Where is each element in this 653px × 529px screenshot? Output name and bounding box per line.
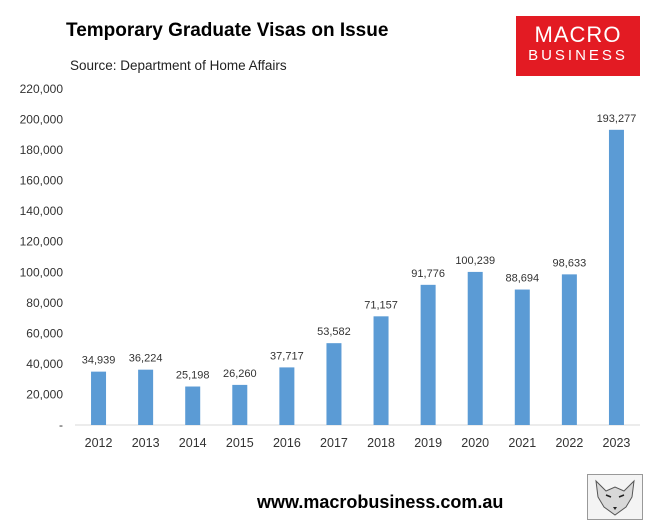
data-label: 98,633 [553, 257, 587, 269]
y-tick-label: 100,000 [20, 265, 64, 279]
y-tick-label: 20,000 [26, 387, 63, 401]
x-tick-label: 2021 [508, 436, 536, 450]
data-label: 71,157 [364, 299, 398, 311]
x-tick-label: 2018 [367, 436, 395, 450]
bar-2021 [514, 289, 530, 425]
bar-2019 [420, 284, 436, 425]
y-tick-label: 120,000 [20, 235, 64, 249]
data-label: 37,717 [270, 350, 304, 362]
y-tick-label: 200,000 [20, 113, 64, 127]
bar-2016 [279, 367, 295, 425]
data-label: 193,277 [597, 113, 637, 125]
data-label: 88,694 [505, 273, 539, 285]
macrobusiness-logo: MACRO BUSINESS [516, 16, 640, 76]
x-tick-label: 2020 [461, 436, 489, 450]
x-tick-label: 2014 [179, 436, 207, 450]
data-label: 26,260 [223, 368, 257, 380]
bar-2018 [373, 316, 389, 425]
bar-2014 [185, 386, 201, 425]
bar-2017 [326, 343, 342, 425]
data-label: 34,939 [82, 355, 116, 367]
bar-2015 [232, 384, 248, 425]
y-tick-label: 80,000 [26, 296, 63, 310]
y-tick-label: 40,000 [26, 357, 63, 371]
logo-line-2: BUSINESS [528, 47, 628, 64]
data-label: 25,198 [176, 370, 210, 382]
footer-url: www.macrobusiness.com.au [257, 492, 504, 512]
bar-2022 [561, 274, 577, 425]
y-tick-label: 160,000 [20, 174, 64, 188]
y-tick-label: 140,000 [20, 204, 64, 218]
logo-line-1: MACRO [534, 22, 622, 47]
x-tick-label: 2016 [273, 436, 301, 450]
bar-2013 [138, 369, 154, 425]
x-tick-label: 2013 [132, 436, 160, 450]
bar-2012 [91, 371, 107, 425]
x-tick-label: 2012 [85, 436, 113, 450]
x-tick-label: 2015 [226, 436, 254, 450]
data-label: 100,239 [455, 255, 495, 267]
bar-2023 [608, 129, 624, 426]
bar-2020 [467, 271, 483, 425]
chart-subtitle: Source: Department of Home Affairs [70, 58, 287, 73]
x-tick-label: 2023 [603, 436, 631, 450]
y-tick-label: 220,000 [20, 82, 64, 96]
x-tick-label: 2017 [320, 436, 348, 450]
y-tick-label: 60,000 [26, 326, 63, 340]
data-label: 36,224 [129, 353, 163, 365]
fox-logo-icon [587, 474, 643, 520]
data-label: 91,776 [411, 268, 445, 280]
y-tick-label: 180,000 [20, 143, 64, 157]
x-tick-label: 2022 [555, 436, 583, 450]
y-tick-label: - [59, 418, 63, 432]
x-tick-label: 2019 [414, 436, 442, 450]
data-label: 53,582 [317, 326, 351, 338]
chart-title: Temporary Graduate Visas on Issue [66, 20, 389, 41]
